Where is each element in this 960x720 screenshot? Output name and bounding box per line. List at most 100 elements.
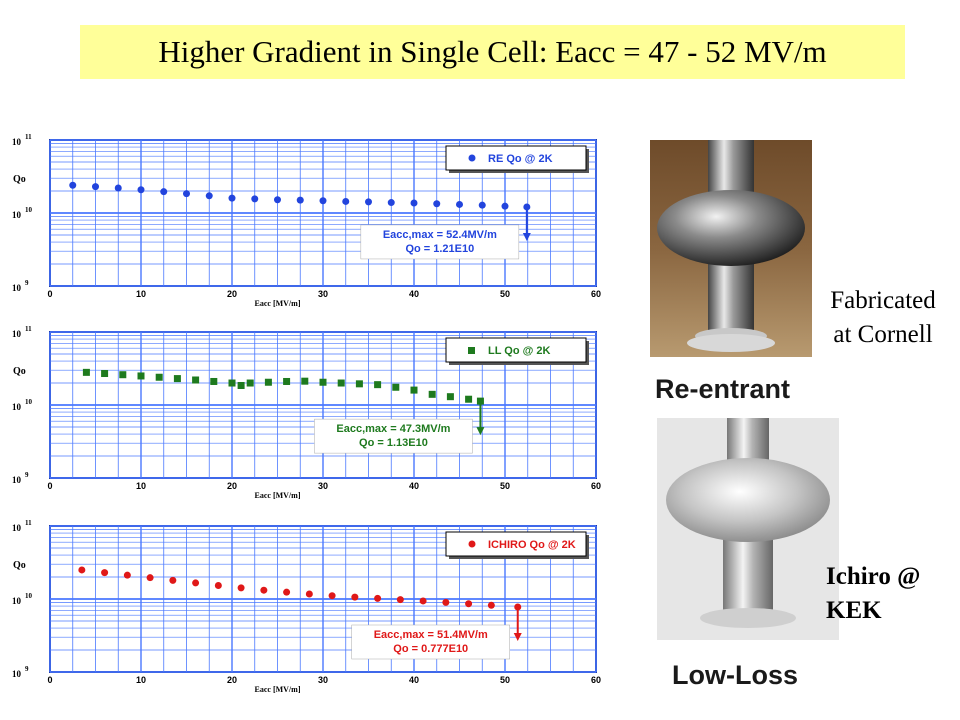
x-tick-label: 50	[500, 289, 510, 299]
reentrant-cavity-photo	[650, 140, 812, 357]
data-point	[69, 181, 77, 189]
data-point	[137, 186, 145, 194]
fabricated-line-2: at Cornell	[833, 321, 933, 348]
data-point	[476, 397, 484, 405]
x-axis-label: Eacc [MV/m]	[255, 491, 301, 500]
data-point	[183, 190, 190, 198]
x-tick-label: 50	[500, 481, 510, 491]
x-tick-label: 40	[409, 481, 419, 491]
ichiro-line-2: KEK	[826, 597, 882, 624]
data-point	[237, 584, 245, 592]
data-point	[192, 376, 200, 384]
data-point	[169, 576, 177, 584]
data-point	[351, 593, 359, 601]
x-tick-label: 60	[591, 289, 601, 299]
data-point	[478, 201, 486, 209]
title-banner: Higher Gradient in Single Cell: Eacc = 4…	[80, 25, 905, 79]
data-point	[410, 199, 418, 207]
reentrant-label: Re-entrant	[655, 374, 791, 404]
data-point	[374, 381, 382, 389]
y-tick-exponent: 9	[25, 279, 29, 287]
annotation-label: Eacc,max = 47.3MV/m	[336, 423, 450, 435]
data-point	[119, 371, 127, 379]
x-tick-label: 40	[409, 675, 419, 685]
y-axis-label: Qo	[13, 366, 26, 377]
x-tick-label: 10	[136, 289, 146, 299]
data-point	[264, 378, 272, 386]
data-point	[387, 199, 395, 207]
data-point	[446, 393, 454, 401]
lowloss-label: Low-Loss	[672, 660, 798, 690]
data-point	[523, 203, 531, 211]
data-point	[442, 598, 450, 606]
data-point	[283, 588, 291, 596]
y-tick-label: 10	[12, 137, 22, 147]
data-point	[465, 600, 473, 608]
y-tick-exponent: 9	[25, 665, 29, 673]
data-point	[237, 381, 245, 389]
legend-marker	[468, 540, 476, 548]
y-tick-exponent: 10	[25, 206, 33, 214]
data-point	[319, 197, 327, 205]
data-point	[301, 377, 309, 385]
data-point	[319, 378, 327, 386]
y-tick-exponent: 10	[25, 398, 33, 406]
data-point	[305, 590, 313, 598]
legend-marker	[468, 347, 475, 354]
y-tick-label: 10	[12, 329, 22, 339]
x-tick-label: 30	[318, 481, 328, 491]
x-tick-label: 10	[136, 481, 146, 491]
legend-label: ICHIRO Qo @ 2K	[488, 539, 576, 551]
annotation-label: Qo = 1.21E10	[405, 243, 474, 255]
data-point	[396, 596, 404, 604]
x-tick-label: 0	[47, 481, 52, 491]
lowloss-cavity-photo	[657, 418, 839, 640]
annotation-label: Eacc,max = 52.4MV/m	[383, 229, 497, 241]
y-tick-label: 10	[12, 402, 22, 412]
data-point	[251, 195, 259, 203]
data-point	[146, 574, 154, 582]
data-point	[274, 196, 281, 204]
data-point	[501, 202, 509, 210]
x-tick-label: 10	[136, 675, 146, 685]
data-point	[456, 200, 463, 208]
data-point	[205, 192, 213, 200]
data-point	[433, 200, 441, 208]
y-tick-label: 10	[12, 669, 22, 679]
y-tick-exponent: 11	[25, 133, 32, 141]
y-tick-label: 10	[12, 596, 22, 606]
legend-label: RE Qo @ 2K	[488, 153, 553, 165]
data-point	[160, 188, 168, 196]
y-tick-exponent: 9	[25, 471, 29, 479]
ichiro-line-1: Ichiro @	[826, 563, 921, 590]
x-tick-label: 60	[591, 675, 601, 685]
x-tick-label: 20	[227, 481, 237, 491]
annotation-box	[360, 224, 520, 260]
y-axis-label: Qo	[13, 560, 26, 571]
data-point	[228, 194, 236, 202]
data-point	[392, 383, 400, 391]
data-point	[487, 601, 495, 609]
data-point	[101, 569, 109, 577]
data-point	[328, 592, 336, 600]
y-tick-label: 10	[12, 523, 22, 533]
data-point	[355, 380, 363, 388]
annotation-box	[351, 624, 510, 660]
annotation-label: Qo = 0.777E10	[393, 643, 468, 655]
data-point	[137, 372, 145, 380]
data-point	[337, 379, 345, 387]
data-point	[260, 586, 268, 594]
annotation-box	[314, 418, 473, 454]
legend-marker	[468, 154, 476, 162]
data-point	[228, 379, 236, 387]
y-tick-exponent: 11	[25, 325, 32, 333]
x-tick-label: 30	[318, 289, 328, 299]
data-point	[419, 597, 427, 605]
max-arrowhead	[476, 427, 485, 436]
x-axis-label: Eacc [MV/m]	[255, 299, 301, 308]
max-arrowhead	[522, 232, 531, 241]
x-tick-label: 20	[227, 289, 237, 299]
